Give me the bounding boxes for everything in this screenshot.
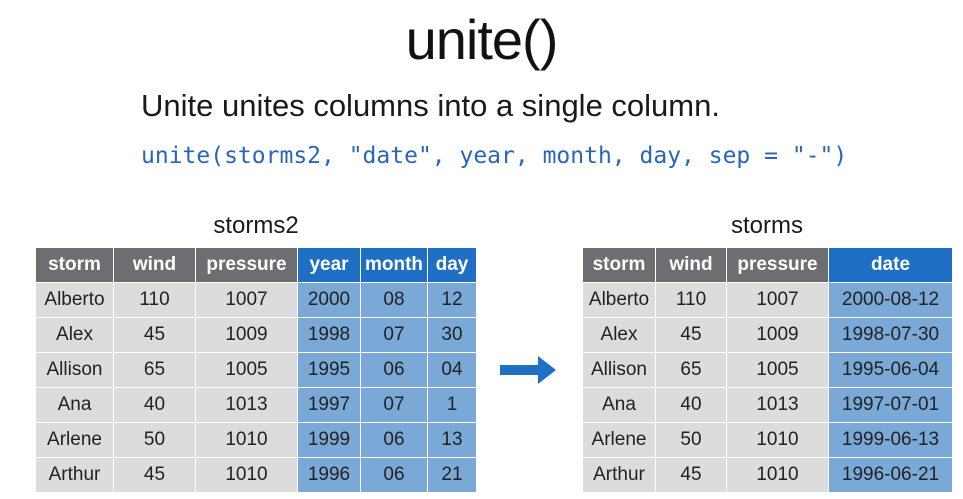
table-cell-day: 04 (427, 352, 477, 388)
table-cell-day: 1 (427, 387, 477, 423)
table-cell-year: 1998 (297, 317, 361, 353)
left-table-label: storms2 (213, 212, 299, 239)
table-row: Arlene 50 1010 1999 06 13 (35, 422, 477, 458)
left-table-body: Alberto 110 1007 2000 08 12 Alex 45 1009 1998 07 30… (35, 282, 477, 493)
table-cell-storm: Ana (35, 387, 114, 423)
table-cell-month: 06 (360, 352, 428, 388)
table-cell-pressure: 1010 (726, 422, 829, 458)
column-header-month: month (360, 247, 428, 283)
table-cell-date: 1997-07-01 (828, 387, 953, 423)
table-cell-day: 13 (427, 422, 477, 458)
table-row: Arthur 45 1010 1996 06 21 (35, 457, 477, 493)
table-cell-wind: 45 (655, 317, 727, 353)
table-cell-pressure: 1007 (726, 282, 829, 318)
table-cell-storm: Allison (35, 352, 114, 388)
table-cell-wind: 45 (113, 317, 196, 353)
table-cell-pressure: 1013 (195, 387, 298, 423)
column-header-wind: wind (113, 247, 196, 283)
table-cell-year: 1995 (297, 352, 361, 388)
table-cell-year: 1999 (297, 422, 361, 458)
table-cell-wind: 45 (655, 457, 727, 493)
left-table: storm wind pressure year month day Alberto 110… (35, 247, 477, 493)
table-cell-storm: Arthur (582, 457, 656, 493)
column-header-pressure: pressure (195, 247, 298, 283)
table-cell-storm: Arlene (35, 422, 114, 458)
table-cell-date: 1999-06-13 (828, 422, 953, 458)
table-cell-month: 06 (360, 457, 428, 493)
table-cell-month: 07 (360, 387, 428, 423)
column-header-year: year (297, 247, 361, 283)
table-cell-storm: Arlene (582, 422, 656, 458)
table-row: Arlene 50 1010 1999-06-13 (582, 422, 953, 458)
table-cell-wind: 40 (113, 387, 196, 423)
table-cell-storm: Arthur (35, 457, 114, 493)
table-cell-date: 1996-06-21 (828, 457, 953, 493)
table-row: Alex 45 1009 1998 07 30 (35, 317, 477, 353)
table-cell-wind: 110 (655, 282, 727, 318)
table-cell-date: 2000-08-12 (828, 282, 953, 318)
subtitle: Unite unites columns into a single colum… (141, 88, 720, 123)
column-header-wind: wind (655, 247, 727, 283)
table-cell-month: 07 (360, 317, 428, 353)
table-cell-wind: 50 (113, 422, 196, 458)
table-cell-wind: 110 (113, 282, 196, 318)
table-cell-wind: 65 (113, 352, 196, 388)
table-row: Allison 65 1005 1995-06-04 (582, 352, 953, 388)
table-cell-wind: 40 (655, 387, 727, 423)
arrow-right-icon (500, 356, 556, 384)
table-cell-storm: Ana (582, 387, 656, 423)
table-cell-pressure: 1010 (195, 457, 298, 493)
table-cell-storm: Allison (582, 352, 656, 388)
table-cell-day: 21 (427, 457, 477, 493)
table-cell-month: 06 (360, 422, 428, 458)
right-table: storm wind pressure date Alberto 110 1007 2000… (582, 247, 953, 493)
table-cell-year: 1996 (297, 457, 361, 493)
right-table-header-row: storm wind pressure date (582, 247, 953, 283)
table-cell-storm: Alex (582, 317, 656, 353)
table-cell-pressure: 1009 (195, 317, 298, 353)
table-cell-month: 08 (360, 282, 428, 318)
table-cell-storm: Alex (35, 317, 114, 353)
right-table-label: storms (731, 212, 803, 239)
table-row: Ana 40 1013 1997-07-01 (582, 387, 953, 423)
table-row: Arthur 45 1010 1996-06-21 (582, 457, 953, 493)
table-row: Ana 40 1013 1997 07 1 (35, 387, 477, 423)
table-cell-wind: 45 (113, 457, 196, 493)
column-header-pressure: pressure (726, 247, 829, 283)
table-cell-storm: Alberto (35, 282, 114, 318)
column-header-date: date (828, 247, 953, 283)
page-title: unite() (405, 8, 559, 71)
column-header-storm: storm (35, 247, 114, 283)
table-cell-pressure: 1010 (726, 457, 829, 493)
table-row: Alberto 110 1007 2000 08 12 (35, 282, 477, 318)
table-cell-date: 1998-07-30 (828, 317, 953, 353)
table-cell-pressure: 1009 (726, 317, 829, 353)
table-cell-year: 1997 (297, 387, 361, 423)
table-cell-pressure: 1010 (195, 422, 298, 458)
table-cell-day: 12 (427, 282, 477, 318)
table-row: Alberto 110 1007 2000-08-12 (582, 282, 953, 318)
table-cell-year: 2000 (297, 282, 361, 318)
right-table-body: Alberto 110 1007 2000-08-12 Alex 45 1009 1998-0… (582, 282, 953, 493)
table-row: Alex 45 1009 1998-07-30 (582, 317, 953, 353)
code-example: unite(storms2, "date", year, month, day,… (141, 143, 848, 169)
table-cell-storm: Alberto (582, 282, 656, 318)
table-cell-day: 30 (427, 317, 477, 353)
table-cell-date: 1995-06-04 (828, 352, 953, 388)
table-cell-pressure: 1013 (726, 387, 829, 423)
left-table-header-row: storm wind pressure year month day (35, 247, 477, 283)
table-cell-pressure: 1005 (726, 352, 829, 388)
table-cell-pressure: 1005 (195, 352, 298, 388)
table-cell-pressure: 1007 (195, 282, 298, 318)
column-header-storm: storm (582, 247, 656, 283)
table-cell-wind: 50 (655, 422, 727, 458)
table-cell-wind: 65 (655, 352, 727, 388)
table-row: Allison 65 1005 1995 06 04 (35, 352, 477, 388)
column-header-day: day (427, 247, 477, 283)
